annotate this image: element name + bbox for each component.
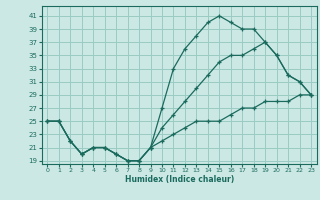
X-axis label: Humidex (Indice chaleur): Humidex (Indice chaleur) (124, 175, 234, 184)
